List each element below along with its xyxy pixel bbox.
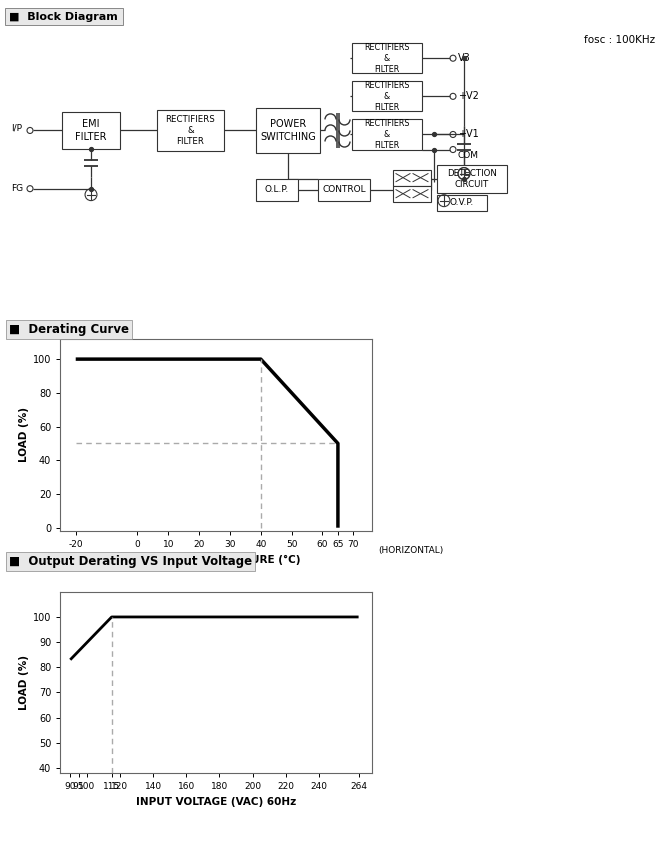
Text: V3: V3 xyxy=(458,53,471,63)
X-axis label: INPUT VOLTAGE (VAC) 60Hz: INPUT VOLTAGE (VAC) 60Hz xyxy=(136,797,296,807)
Text: EMI
FILTER: EMI FILTER xyxy=(75,119,107,142)
Bar xyxy=(393,185,431,201)
Bar xyxy=(256,109,320,153)
Bar xyxy=(157,110,224,151)
Text: (HORIZONTAL): (HORIZONTAL) xyxy=(378,546,444,556)
Text: COM: COM xyxy=(458,151,479,159)
Text: POWER
SWITCHING: POWER SWITCHING xyxy=(260,119,316,142)
Text: RECTIFIERS
&
FILTER: RECTIFIERS & FILTER xyxy=(364,43,410,74)
Text: ■  Block Diagram: ■ Block Diagram xyxy=(9,12,118,22)
Bar xyxy=(5,8,123,25)
X-axis label: AMBIENT TEMPERATURE (°C): AMBIENT TEMPERATURE (°C) xyxy=(132,555,300,565)
Bar xyxy=(352,120,422,149)
Y-axis label: LOAD (%): LOAD (%) xyxy=(19,407,29,463)
Text: O.L.P.: O.L.P. xyxy=(265,185,289,194)
Text: +V2: +V2 xyxy=(458,91,479,101)
Text: ■  Derating Curve: ■ Derating Curve xyxy=(9,323,129,336)
Bar xyxy=(437,164,507,193)
Text: CONTROL: CONTROL xyxy=(322,185,366,194)
Y-axis label: LOAD (%): LOAD (%) xyxy=(19,655,29,710)
Bar xyxy=(352,81,422,111)
Text: ■  Output Derating VS Input Voltage: ■ Output Derating VS Input Voltage xyxy=(9,555,252,567)
Text: FG: FG xyxy=(11,184,23,193)
Text: RECTIFIERS
&
FILTER: RECTIFIERS & FILTER xyxy=(364,119,410,150)
Bar xyxy=(256,179,298,201)
Text: +V1: +V1 xyxy=(458,130,479,139)
Bar xyxy=(393,169,431,185)
Text: I/P: I/P xyxy=(11,124,23,133)
Text: RECTIFIERS
&
FILTER: RECTIFIERS & FILTER xyxy=(165,115,215,146)
Bar xyxy=(352,43,422,73)
Text: DETECTION
CIRCUIT: DETECTION CIRCUIT xyxy=(447,169,497,189)
Text: RECTIFIERS
&
FILTER: RECTIFIERS & FILTER xyxy=(364,81,410,112)
Bar xyxy=(318,179,370,201)
Text: O.V.P.: O.V.P. xyxy=(450,198,474,207)
Bar xyxy=(62,112,120,148)
Text: fosc : 100KHz: fosc : 100KHz xyxy=(584,35,655,46)
Bar xyxy=(437,195,487,211)
